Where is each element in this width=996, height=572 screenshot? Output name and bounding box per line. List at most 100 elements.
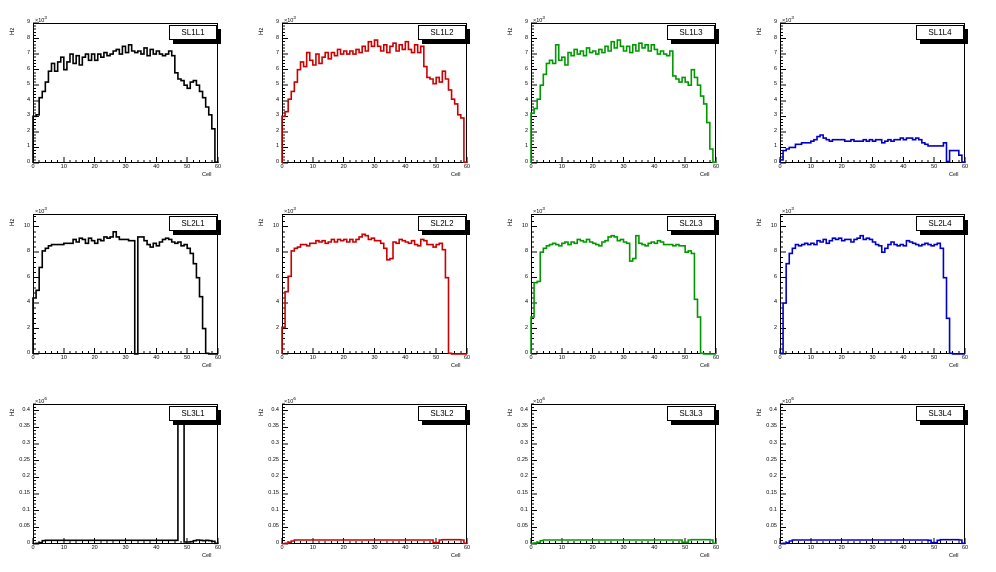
plot-pad-sl3l4[interactable]: Hz ×106 Cell 0 0.05 0.1 0.15 0.2 0.25 0.3 0.35 0.4 0… <box>747 381 996 572</box>
plot-pad-sl3l3[interactable]: Hz ×106 Cell 0 0.05 0.1 0.15 0.2 0.25 0.3 0.35 0.4 0… <box>498 381 747 572</box>
legend-sl1l1[interactable]: SL1L1 <box>169 25 217 40</box>
y-tick-label: 0.15 <box>517 490 528 496</box>
x-tick-label: 30 <box>371 355 378 361</box>
y-axis-exponent: ×103 <box>782 15 794 24</box>
y-tick-label: 5 <box>524 81 528 88</box>
plot-graphics <box>779 216 966 355</box>
x-tick-label: 10 <box>309 545 316 551</box>
x-tick-label: 50 <box>931 545 938 551</box>
legend-sl2l1[interactable]: SL2L1 <box>169 216 217 231</box>
plot-pad-sl3l2[interactable]: Hz ×106 Cell 0 0.05 0.1 0.15 0.2 0.25 0.3 0.35 0.4 0… <box>249 381 498 572</box>
legend-sl3l3[interactable]: SL3L3 <box>667 406 715 421</box>
x-tick-label: 40 <box>651 164 658 170</box>
x-tick-label: 0 <box>280 355 284 361</box>
plot-pad-sl2l1[interactable]: Hz ×103 Cell 0 2 4 6 8 10 0 10 20 30 40 50 60 SL2L1 <box>0 191 249 382</box>
y-axis-exponent: ×106 <box>533 396 545 405</box>
legend-sl1l2[interactable]: SL1L2 <box>418 25 466 40</box>
y-tick-label: 0.35 <box>517 423 528 430</box>
y-tick-label: 0.3 <box>22 440 30 446</box>
y-tick-label: 0.15 <box>268 490 279 496</box>
x-tick-label: 30 <box>869 545 876 551</box>
y-tick-label: 2 <box>275 324 279 331</box>
y-tick-label: 2 <box>26 324 30 331</box>
y-tick-label: 10 <box>521 222 528 229</box>
plot-graphics <box>281 216 468 355</box>
x-tick-label: 20 <box>340 164 347 170</box>
y-tick-label: 0.2 <box>22 473 30 480</box>
x-tick-label: 20 <box>589 355 596 361</box>
legend-sl1l3[interactable]: SL1L3 <box>667 25 715 40</box>
y-tick-label: 9 <box>524 19 528 25</box>
plot-graphics <box>530 22 717 164</box>
x-tick-label: 50 <box>184 355 191 361</box>
x-tick-label: 30 <box>122 164 129 170</box>
plot-pad-sl1l2[interactable]: Hz ×103 Cell 0 1 2 3 4 5 6 7 8 9 0 10 20 30 40 50 60 SL1L2 <box>249 0 498 191</box>
y-tick-label: 0.25 <box>517 456 528 463</box>
legend-sl2l4[interactable]: SL2L4 <box>916 216 964 231</box>
histogram-trace <box>32 231 218 355</box>
plot-pad-sl2l2[interactable]: Hz ×103 Cell 0 2 4 6 8 10 0 10 20 30 40 50 60 SL2L2 <box>249 191 498 382</box>
y-tick-label: 6 <box>26 273 30 280</box>
y-tick-label: 2 <box>26 127 30 134</box>
x-axis-title: Cell <box>700 172 710 178</box>
x-tick-label: 60 <box>712 355 720 361</box>
y-tick-label: 6 <box>524 273 528 280</box>
y-tick-label: 0.3 <box>769 440 777 446</box>
plot-pad-sl3l1[interactable]: Hz ×106 Cell 0 0.05 0.1 0.15 0.2 0.25 0.3 0.35 0.4 0… <box>0 381 249 572</box>
y-tick-label: 1 <box>524 143 528 150</box>
x-tick-label: 50 <box>433 545 440 551</box>
plot-pad-sl1l1[interactable]: Hz ×103 Cell 0 1 2 3 4 5 6 7 8 9 0 10 20 30 40 50 60 SL1L1 <box>0 0 249 191</box>
y-tick-label: 6 <box>773 65 777 72</box>
plot-pad-sl2l4[interactable]: Hz ×103 Cell 0 2 4 6 8 10 0 10 20 30 40 50 60 SL2L4 <box>747 191 996 382</box>
x-tick-label: 50 <box>433 164 440 170</box>
legend-sl2l3[interactable]: SL2L3 <box>667 216 715 231</box>
legend-sl3l4[interactable]: SL3L4 <box>916 406 964 421</box>
y-tick-label: 4 <box>26 96 30 103</box>
x-tick-label: 60 <box>214 545 222 551</box>
x-axis-title: Cell <box>451 553 461 559</box>
y-tick-label: 2 <box>773 127 777 134</box>
y-tick-label: 0 <box>773 350 777 356</box>
y-tick-label: 7 <box>26 50 30 57</box>
legend-sl3l2[interactable]: SL3L2 <box>418 406 466 421</box>
y-tick-label: 0.2 <box>520 473 528 480</box>
legend-sl2l2[interactable]: SL2L2 <box>418 216 466 231</box>
x-tick-label: 30 <box>122 355 129 361</box>
histogram-trace <box>32 43 219 164</box>
y-axis-exponent: ×103 <box>284 206 296 215</box>
y-tick-label: 0.1 <box>22 506 30 513</box>
x-axis-title: Cell <box>202 172 212 178</box>
y-tick-label: 8 <box>275 248 279 255</box>
y-tick-label: 10 <box>272 222 279 229</box>
x-tick-label: 50 <box>682 355 689 361</box>
plot-pad-sl1l3[interactable]: Hz ×103 Cell 0 1 2 3 4 5 6 7 8 9 0 10 20 30 40 50 60 SL1L3 <box>498 0 747 191</box>
histogram-trace <box>779 234 965 355</box>
y-tick-label: 7 <box>773 50 777 57</box>
x-tick-label: 10 <box>60 355 67 361</box>
y-tick-label: 0.1 <box>769 506 777 513</box>
x-tick-label: 50 <box>184 545 191 551</box>
x-axis-title: Cell <box>700 553 710 559</box>
y-tick-label: 10 <box>23 222 30 229</box>
x-tick-label: 10 <box>558 355 565 361</box>
y-tick-label: 0 <box>275 350 279 356</box>
x-tick-label: 60 <box>961 355 969 361</box>
y-tick-label: 0.2 <box>769 473 777 480</box>
plot-graphics <box>32 216 219 355</box>
y-tick-label: 0.05 <box>766 523 777 530</box>
x-tick-label: 40 <box>900 355 907 361</box>
plot-pad-sl2l3[interactable]: Hz ×103 Cell 0 2 4 6 8 10 0 10 20 30 40 50 60 SL2L3 <box>498 191 747 382</box>
y-tick-label: 6 <box>26 65 30 72</box>
legend-sl1l4[interactable]: SL1L4 <box>916 25 964 40</box>
x-tick-label: 0 <box>529 355 533 361</box>
x-tick-label: 40 <box>402 164 409 170</box>
y-tick-label: 8 <box>26 248 30 255</box>
x-tick-label: 0 <box>31 355 35 361</box>
y-tick-label: 0.35 <box>766 423 777 430</box>
y-tick-label: 0.3 <box>520 440 528 446</box>
y-tick-label: 0 <box>524 159 528 165</box>
x-tick-label: 20 <box>838 355 845 361</box>
legend-sl3l1[interactable]: SL3L1 <box>169 406 217 421</box>
x-tick-label: 60 <box>463 355 471 361</box>
plot-pad-sl1l4[interactable]: Hz ×103 Cell 0 1 2 3 4 5 6 7 8 9 0 10 20 30 40 50 60 SL1L4 <box>747 0 996 191</box>
